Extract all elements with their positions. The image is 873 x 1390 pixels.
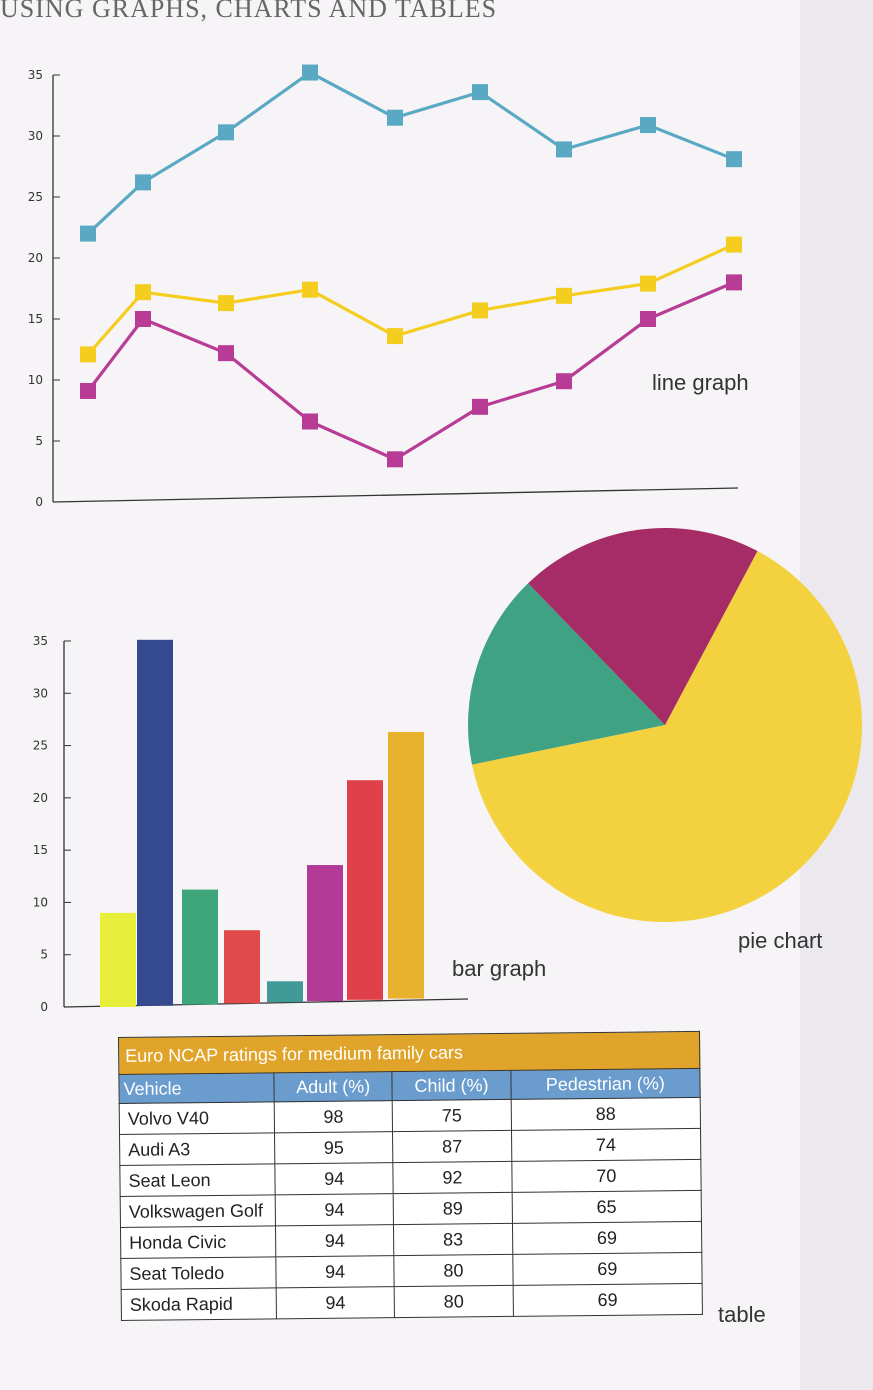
line-point	[80, 225, 96, 242]
table-cell: 94	[275, 1255, 395, 1288]
table-column-header: Adult (%)	[273, 1071, 393, 1102]
line-point	[80, 346, 96, 363]
table-cell: Honda Civic	[120, 1225, 276, 1259]
table-cell: 94	[276, 1286, 395, 1319]
table-cell: 69	[512, 1283, 703, 1317]
table-cell: 87	[392, 1130, 512, 1163]
line-point	[556, 287, 572, 304]
table-cell: Seat Leon	[119, 1163, 276, 1197]
page-header: USING GRAPHS, CHARTS AND TABLES	[0, 0, 498, 23]
table-row: Skoda Rapid 94 80 69	[121, 1283, 703, 1321]
line-point	[218, 124, 234, 141]
table-cell: 74	[511, 1128, 701, 1162]
line-y-tick-label: 10	[28, 373, 43, 387]
table-cell: 69	[512, 1221, 702, 1255]
table-cell: 95	[274, 1131, 394, 1164]
table-cell: 88	[510, 1097, 701, 1131]
bar	[267, 981, 303, 1003]
table-cell: 98	[274, 1100, 393, 1133]
bar	[137, 639, 173, 1006]
pie-slice	[467, 583, 665, 765]
bar	[224, 930, 260, 1004]
table-cell: 75	[392, 1099, 512, 1132]
line-point	[135, 284, 151, 301]
line-point	[135, 174, 151, 191]
line-y-tick-label: 30	[28, 129, 43, 143]
bar-y-tick-label: 10	[33, 895, 48, 909]
line-point	[556, 141, 572, 158]
bar-graph-caption: bar graph	[452, 956, 547, 981]
line-point	[135, 311, 151, 327]
table-column-header: Child (%)	[392, 1070, 511, 1101]
table-title: Euro NCAP ratings for medium family cars	[118, 1031, 700, 1075]
table-cell: 89	[393, 1192, 513, 1225]
table-cell: 94	[275, 1224, 395, 1257]
table-cell: 70	[511, 1159, 702, 1193]
bar	[388, 731, 424, 999]
bar-y-tick-label: 25	[33, 739, 48, 753]
line-graph-caption: line graph	[652, 370, 749, 395]
table-cell: 65	[511, 1190, 702, 1224]
line-point	[472, 398, 488, 415]
table-cell: Audi A3	[119, 1132, 275, 1166]
line-point	[726, 151, 742, 168]
line-point	[726, 274, 742, 291]
line-point	[387, 109, 403, 126]
line-point	[556, 373, 572, 390]
bar-y-tick-label: 5	[40, 948, 48, 962]
line-point	[726, 236, 742, 253]
line-point	[218, 345, 234, 362]
table-cell: 92	[393, 1161, 512, 1194]
bar	[100, 912, 136, 1007]
bar	[182, 889, 218, 1005]
line-point	[640, 275, 656, 292]
table-cell: 80	[394, 1254, 513, 1287]
line-y-tick-label: 5	[35, 434, 43, 448]
table-column-header: Vehicle	[118, 1072, 275, 1104]
bar-y-tick-label: 35	[33, 634, 48, 648]
bar	[347, 780, 383, 1000]
line-point	[640, 311, 656, 327]
table-cell: Skoda Rapid	[121, 1287, 277, 1321]
line-y-tick-label: 35	[28, 68, 43, 82]
ncap-table: Euro NCAP ratings for medium family cars…	[118, 1031, 703, 1321]
table-caption: table	[718, 1302, 766, 1327]
bar	[307, 865, 343, 1001]
line-point	[387, 451, 403, 468]
bar-y-tick-label: 30	[33, 686, 48, 700]
line-point	[387, 328, 403, 345]
line-y-tick-label: 20	[28, 251, 43, 265]
line-point	[218, 295, 234, 312]
bar-y-tick-label: 20	[33, 791, 48, 805]
line-y-tick-label: 25	[28, 190, 43, 204]
line-point	[302, 413, 318, 430]
table-column-header: Pedestrian (%)	[510, 1068, 701, 1100]
line-y-tick-label: 15	[28, 312, 43, 326]
table-cell: 94	[274, 1162, 394, 1195]
bar-y-tick-label: 0	[40, 1000, 48, 1014]
table-cell: Seat Toledo	[120, 1256, 277, 1290]
line-point	[80, 382, 96, 399]
line-point	[472, 84, 488, 101]
pie-slice	[472, 551, 862, 922]
line-point	[472, 302, 488, 319]
pie-chart-caption: pie chart	[738, 928, 823, 953]
line-point	[302, 64, 318, 81]
line-point	[640, 117, 656, 134]
line-x-axis	[52, 487, 739, 503]
table-cell: 94	[275, 1193, 394, 1226]
table-cell: Volvo V40	[119, 1101, 275, 1135]
table-cell: Volkswagen Golf	[120, 1194, 276, 1228]
pie-slice	[528, 528, 758, 725]
bar-y-tick-label: 15	[33, 843, 48, 857]
table-cell: 80	[394, 1285, 514, 1318]
line-point	[302, 281, 318, 298]
table-cell: 83	[393, 1223, 513, 1256]
line-y-tick-label: 0	[35, 495, 43, 509]
table-cell: 69	[512, 1252, 703, 1286]
